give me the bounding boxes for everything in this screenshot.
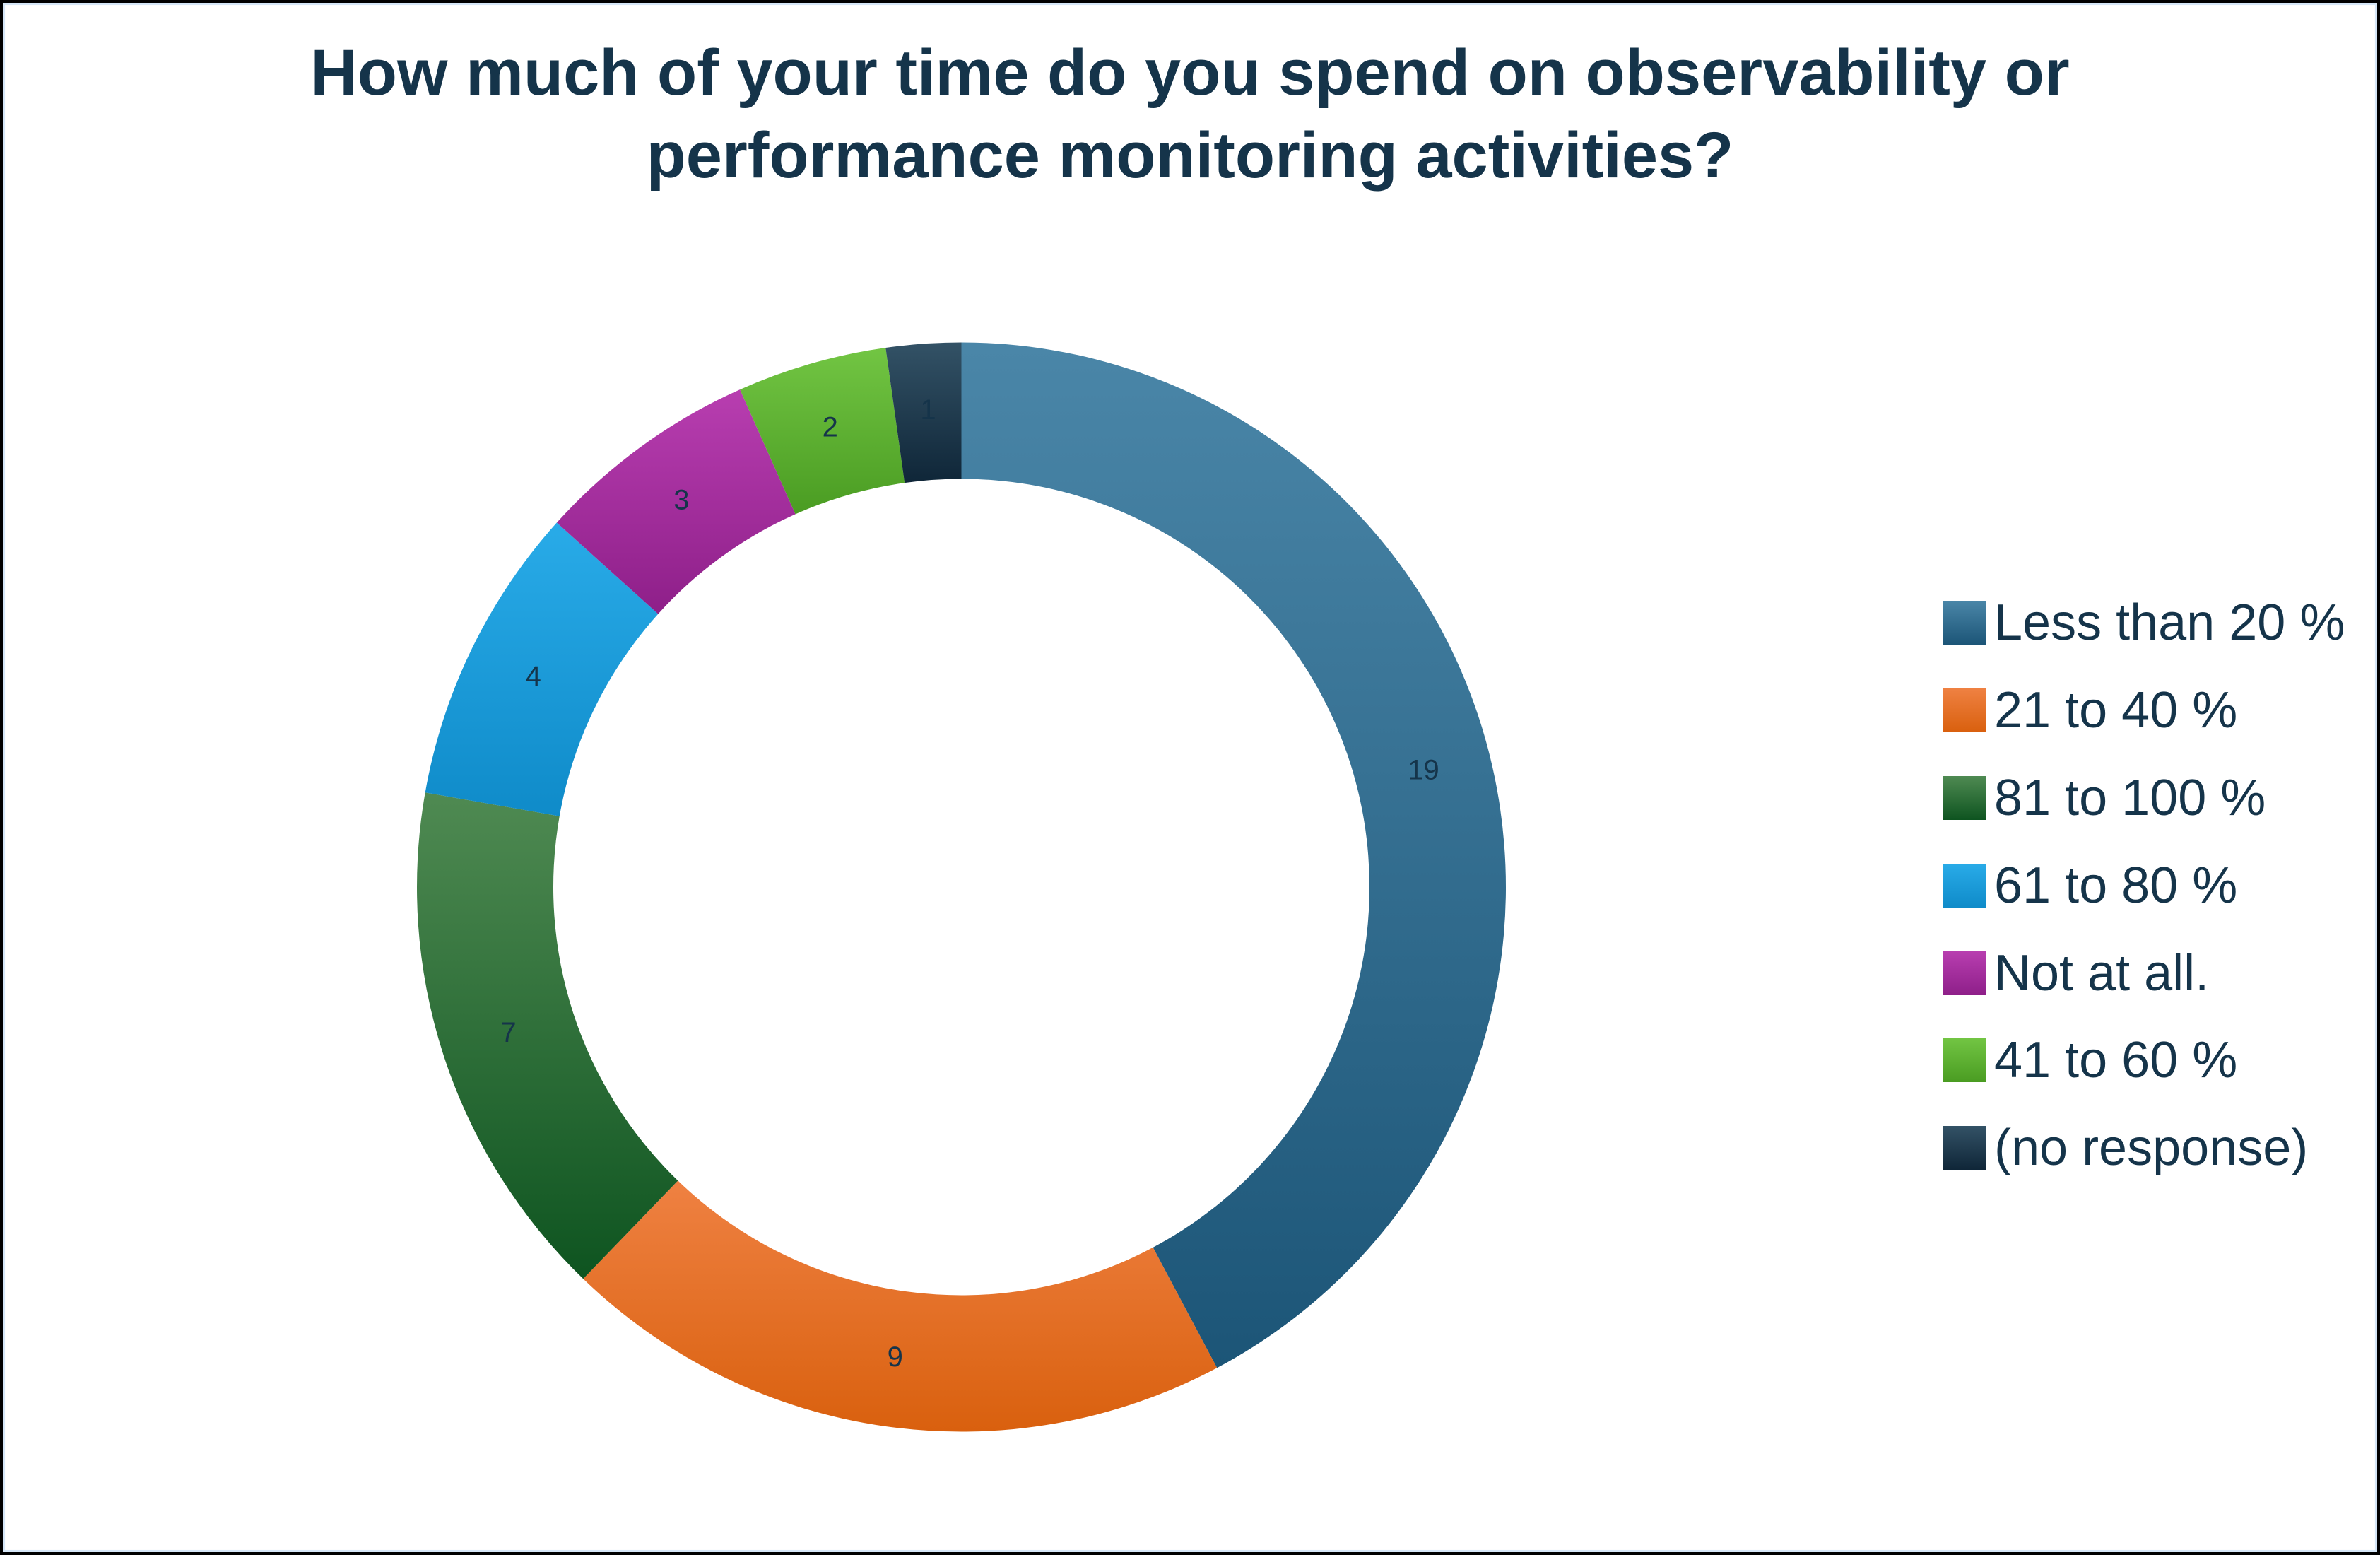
svg-text:4: 4 <box>526 661 541 692</box>
svg-text:2: 2 <box>823 412 838 443</box>
svg-text:7: 7 <box>500 1017 516 1048</box>
svg-text:19: 19 <box>1408 755 1439 786</box>
svg-text:3: 3 <box>673 484 689 515</box>
svg-text:1: 1 <box>920 394 936 426</box>
svg-text:9: 9 <box>888 1342 903 1373</box>
